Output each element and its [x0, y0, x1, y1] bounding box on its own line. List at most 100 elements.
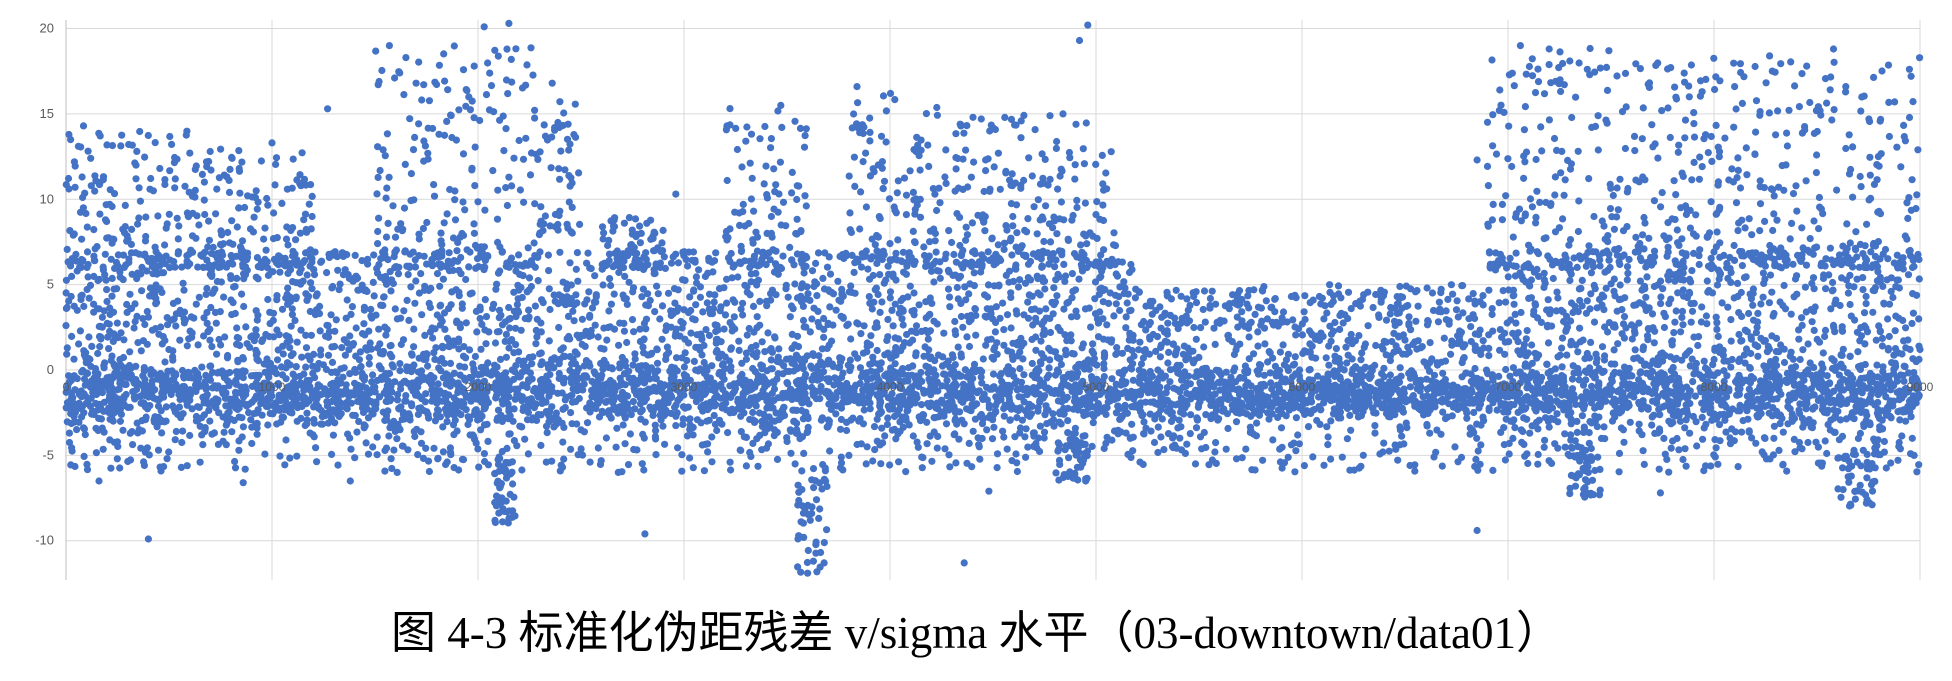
data-point	[1867, 398, 1875, 406]
data-point	[1041, 285, 1049, 293]
data-point	[1327, 417, 1335, 425]
data-point	[1531, 405, 1539, 413]
data-point	[1116, 306, 1124, 315]
data-point	[95, 400, 103, 408]
data-point	[222, 402, 230, 410]
data-point	[552, 409, 561, 417]
data-point	[1559, 382, 1567, 390]
data-point	[1883, 276, 1891, 284]
data-point	[108, 274, 116, 282]
data-point	[573, 420, 581, 428]
data-point	[480, 421, 489, 429]
data-point	[1458, 403, 1466, 411]
data-point	[1901, 363, 1909, 371]
data-point	[379, 301, 387, 310]
data-point	[906, 398, 915, 407]
data-point	[975, 443, 983, 451]
data-point	[1874, 398, 1882, 407]
data-point	[631, 387, 639, 395]
data-point	[1136, 338, 1144, 346]
data-point	[600, 324, 608, 332]
data-point	[113, 400, 121, 408]
data-point	[1339, 401, 1347, 409]
data-point	[1212, 406, 1220, 414]
data-point	[476, 410, 484, 418]
data-point	[1192, 424, 1201, 432]
data-point	[674, 396, 682, 404]
data-point	[1500, 408, 1508, 416]
data-point	[382, 331, 390, 339]
data-point	[1231, 396, 1239, 405]
data-point	[1452, 306, 1461, 314]
data-point	[595, 413, 604, 421]
data-point	[847, 335, 855, 343]
data-point	[494, 406, 503, 414]
data-point	[1344, 396, 1352, 404]
data-point	[105, 395, 113, 403]
data-point	[537, 411, 545, 419]
data-point	[1024, 443, 1032, 451]
data-point	[1321, 302, 1329, 310]
data-point	[1660, 434, 1668, 442]
data-point	[73, 375, 81, 383]
data-point	[898, 413, 906, 421]
data-point	[70, 355, 78, 363]
data-point	[266, 409, 274, 418]
data-point	[496, 355, 505, 363]
data-point	[1058, 390, 1066, 398]
data-point	[1147, 427, 1155, 435]
data-point	[1528, 341, 1536, 349]
data-point	[1177, 423, 1185, 431]
data-point	[573, 249, 582, 257]
data-point	[1869, 308, 1877, 316]
data-point	[1736, 401, 1744, 409]
data-point	[1277, 424, 1286, 432]
data-point	[1173, 361, 1181, 369]
data-point	[63, 344, 71, 352]
data-point	[1740, 351, 1748, 359]
data-point	[139, 372, 147, 380]
data-point	[83, 460, 91, 468]
data-point	[684, 262, 692, 270]
data-point	[1908, 434, 1916, 442]
data-point	[1604, 328, 1612, 336]
data-point	[884, 414, 892, 422]
data-point	[481, 296, 489, 304]
data-point	[955, 435, 963, 443]
data-point	[1547, 367, 1555, 375]
data-point	[903, 407, 911, 415]
data-point	[1195, 400, 1203, 408]
data-point	[1016, 424, 1025, 432]
data-point	[621, 440, 629, 448]
data-point	[1667, 420, 1675, 428]
data-point	[1045, 371, 1053, 379]
data-point	[407, 283, 415, 291]
data-point	[1463, 409, 1471, 417]
data-point	[1862, 300, 1870, 308]
data-point	[231, 404, 240, 412]
data-point	[81, 431, 89, 439]
data-point	[1826, 399, 1834, 407]
data-point	[1332, 345, 1340, 353]
data-point	[1343, 435, 1351, 443]
data-point	[542, 422, 551, 430]
data-point	[1046, 356, 1054, 364]
data-point	[264, 421, 272, 429]
data-point	[1835, 392, 1844, 400]
data-point	[1745, 309, 1753, 318]
data-point	[1830, 414, 1838, 422]
data-point	[364, 414, 373, 422]
data-point	[537, 319, 545, 327]
data-point	[1021, 433, 1029, 441]
data-point	[1509, 434, 1517, 442]
data-point	[877, 407, 885, 415]
data-point	[1792, 391, 1800, 399]
data-point	[620, 327, 629, 335]
data-point	[1346, 411, 1354, 419]
data-point	[1501, 403, 1509, 411]
data-point	[492, 392, 501, 400]
data-point	[1686, 429, 1694, 437]
data-point	[351, 454, 359, 462]
data-point	[1390, 399, 1398, 407]
data-point	[1149, 330, 1157, 339]
